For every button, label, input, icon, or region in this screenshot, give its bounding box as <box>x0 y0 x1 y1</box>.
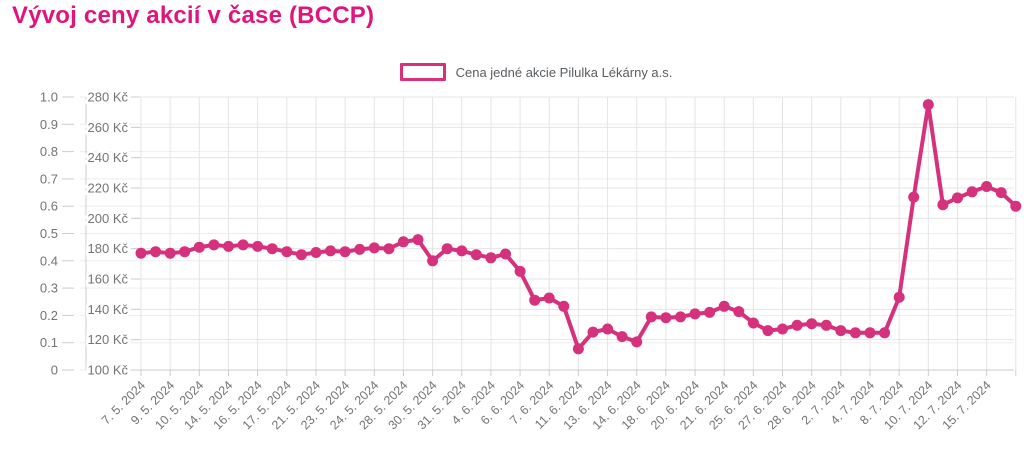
data-point[interactable] <box>587 326 599 338</box>
axis-borders <box>62 96 1017 376</box>
y-price-tick-label: 280 Kč <box>88 90 129 105</box>
data-point[interactable] <box>995 187 1007 199</box>
y-secondary-tick-label: 0.8 <box>40 144 58 159</box>
y-axis-secondary-labels: 1.0 0.9 0.8 0.7 0.6 0.5 0.4 0.3 0.2 0.1 0 <box>40 90 58 378</box>
data-point[interactable] <box>208 239 220 251</box>
data-point[interactable] <box>150 246 162 258</box>
y-secondary-tick-label: 0.4 <box>40 253 58 268</box>
data-point[interactable] <box>397 236 409 248</box>
data-points <box>135 99 1022 355</box>
data-point[interactable] <box>1010 200 1022 212</box>
data-point[interactable] <box>806 318 818 330</box>
data-point[interactable] <box>339 246 351 258</box>
data-point[interactable] <box>689 308 701 320</box>
data-point[interactable] <box>135 247 147 259</box>
data-point[interactable] <box>368 242 380 254</box>
legend-label[interactable]: Cena jedné akcie Pilulka Lékárny a.s. <box>455 64 673 80</box>
data-point[interactable] <box>675 311 686 323</box>
data-point[interactable] <box>295 249 307 261</box>
y-price-tick-label: 120 Kč <box>88 332 129 347</box>
data-point[interactable] <box>193 241 205 253</box>
y-secondary-tick-label: 0.9 <box>40 117 58 132</box>
data-point[interactable] <box>922 99 934 111</box>
data-point[interactable] <box>879 327 891 339</box>
y-price-tick-label: 180 Kč <box>88 241 129 256</box>
y-price-tick-label: 260 Kč <box>88 120 129 135</box>
data-point[interactable] <box>441 243 453 255</box>
data-point[interactable] <box>704 306 716 318</box>
data-point[interactable] <box>645 311 657 323</box>
data-point[interactable] <box>558 300 570 312</box>
data-point[interactable] <box>733 306 745 318</box>
data-point[interactable] <box>762 325 774 337</box>
data-point[interactable] <box>981 181 993 192</box>
y-axis-price-labels: 280 Kč 260 Kč 240 Kč 220 Kč 200 Kč 180 Kč 160 … <box>85 87 131 380</box>
data-point[interactable] <box>631 336 643 348</box>
data-point[interactable] <box>529 294 541 306</box>
data-point[interactable] <box>820 319 832 331</box>
data-point[interactable] <box>616 331 628 343</box>
data-point[interactable] <box>864 327 876 339</box>
gridlines <box>80 96 1017 371</box>
y-secondary-tick-label: 0.3 <box>40 281 58 296</box>
data-point[interactable] <box>937 199 949 211</box>
y-price-tick-label: 160 Kč <box>88 272 129 287</box>
y-price-tick-label: 220 Kč <box>88 181 129 196</box>
chart-title: Vývoj ceny akcií v čase (BCCP) <box>12 2 375 29</box>
y-secondary-tick-label: 0.1 <box>40 335 58 350</box>
data-point[interactable] <box>952 192 963 204</box>
data-point[interactable] <box>266 243 278 255</box>
data-point[interactable] <box>456 245 468 257</box>
data-point[interactable] <box>427 255 439 267</box>
data-point[interactable] <box>893 291 905 303</box>
data-point[interactable] <box>835 325 847 337</box>
data-point[interactable] <box>354 243 366 255</box>
data-point[interactable] <box>777 323 788 335</box>
y-price-tick-label: 200 Kč <box>88 211 129 226</box>
y-secondary-tick-label: 0 <box>51 363 58 378</box>
data-point[interactable] <box>325 245 336 257</box>
data-point[interactable] <box>485 252 497 264</box>
data-point[interactable] <box>543 292 555 304</box>
data-point[interactable] <box>718 300 730 312</box>
data-point[interactable] <box>470 249 482 261</box>
data-point[interactable] <box>791 319 803 331</box>
data-point[interactable] <box>660 312 672 324</box>
data-point[interactable] <box>500 248 511 260</box>
y-secondary-tick-label: 1.0 <box>40 90 58 105</box>
data-point[interactable] <box>572 343 584 355</box>
data-point[interactable] <box>966 186 978 198</box>
data-point[interactable] <box>237 239 249 251</box>
data-point[interactable] <box>252 240 264 252</box>
data-point[interactable] <box>179 246 191 258</box>
y-secondary-tick-label: 0.6 <box>40 199 58 214</box>
data-point[interactable] <box>747 317 759 329</box>
data-point[interactable] <box>164 247 176 259</box>
data-point[interactable] <box>908 191 920 203</box>
data-point[interactable] <box>602 323 614 335</box>
y-price-tick-label: 140 Kč <box>88 302 129 317</box>
y-secondary-tick-label: 0.2 <box>40 308 58 323</box>
y-secondary-tick-label: 0.5 <box>40 226 58 241</box>
y-secondary-tick-label: 0.7 <box>40 171 58 186</box>
data-point[interactable] <box>310 247 322 258</box>
chart-legend: Cena jedné akcie Pilulka Lékárny a.s. <box>0 63 1024 81</box>
data-point[interactable] <box>383 243 395 255</box>
y-price-tick-label: 240 Kč <box>88 150 129 165</box>
data-point[interactable] <box>412 234 424 246</box>
data-point[interactable] <box>223 240 234 252</box>
y-price-tick-label: 100 Kč <box>88 363 129 378</box>
data-point[interactable] <box>281 246 293 258</box>
data-point[interactable] <box>849 327 861 339</box>
legend-swatch[interactable] <box>399 63 446 81</box>
data-point[interactable] <box>514 265 526 277</box>
